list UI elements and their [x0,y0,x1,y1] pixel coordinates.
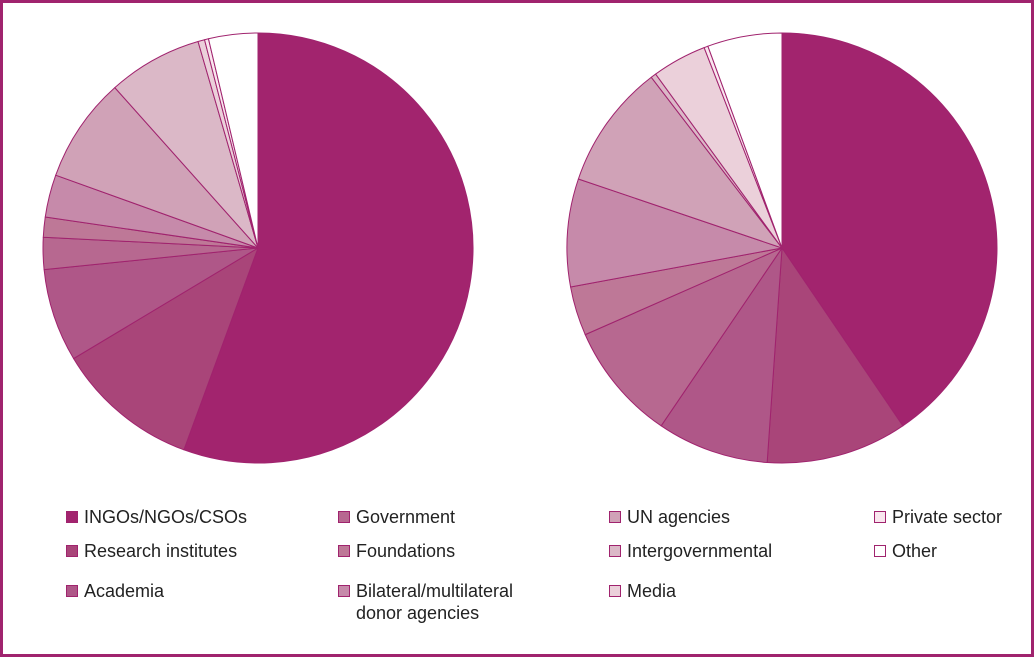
legend-swatch [338,585,350,597]
pie-chart-right [566,32,998,464]
legend-item-research-institutes: Research institutes [66,540,237,562]
legend-swatch [66,585,78,597]
legend-label: Government [356,507,456,527]
pie-slice-bilateral-multilateral-donor-agencies [566,178,783,288]
legend-label: Research institutes [84,541,238,561]
legend-item-foundations: Foundations [338,540,455,562]
legend-swatch [338,545,350,557]
legend-label: INGOs/NGOs/CSOs [84,507,248,527]
pie-slice-research-institutes [73,247,259,451]
legend-swatch [609,545,621,557]
pie-slice-government [584,247,783,427]
legend-swatch [338,511,350,523]
legend-item-intergovernmental: Intergovernmental [609,540,772,562]
pie-chart-left [42,32,474,464]
legend-label: Intergovernmental [627,541,773,561]
legend-swatch [874,545,886,557]
legend-item-media: Media [609,580,676,602]
legend-label: Bilateral/multilateral donor agencies [356,581,514,623]
legend-label: Academia [84,581,165,601]
pie-slice-un-agencies [577,76,783,249]
legend-label: Foundations [356,541,456,561]
pie-slice-ingos-ngos-csos [781,32,998,427]
legend-label: UN agencies [627,507,731,527]
legend-swatch [66,511,78,523]
legend-item-ingos: INGOs/NGOs/CSOs [66,506,247,528]
legend-item-government: Government [338,506,455,528]
legend-item-bilateral-donor-agencies: Bilateral/multilateral donor agencies [338,580,558,624]
legend-swatch [609,585,621,597]
legend-swatch [66,545,78,557]
pie-slice-other [707,32,783,249]
legend-label: Other [892,541,938,561]
pie-slice-academia [660,247,783,463]
legend-item-private-sector: Private sector [874,506,1002,528]
legend-label: Media [627,581,677,601]
legend-item-other: Other [874,540,937,562]
legend-item-academia: Academia [66,580,164,602]
legend-item-un-agencies: UN agencies [609,506,730,528]
legend-swatch [609,511,621,523]
legend-label: Private sector [892,507,1003,527]
pie-slice-research-institutes [766,247,904,464]
pie-slice-ingos-ngos-csos [183,32,474,464]
legend-swatch [874,511,886,523]
pie-slice-un-agencies [55,87,259,249]
pie-slice-other [207,32,259,249]
